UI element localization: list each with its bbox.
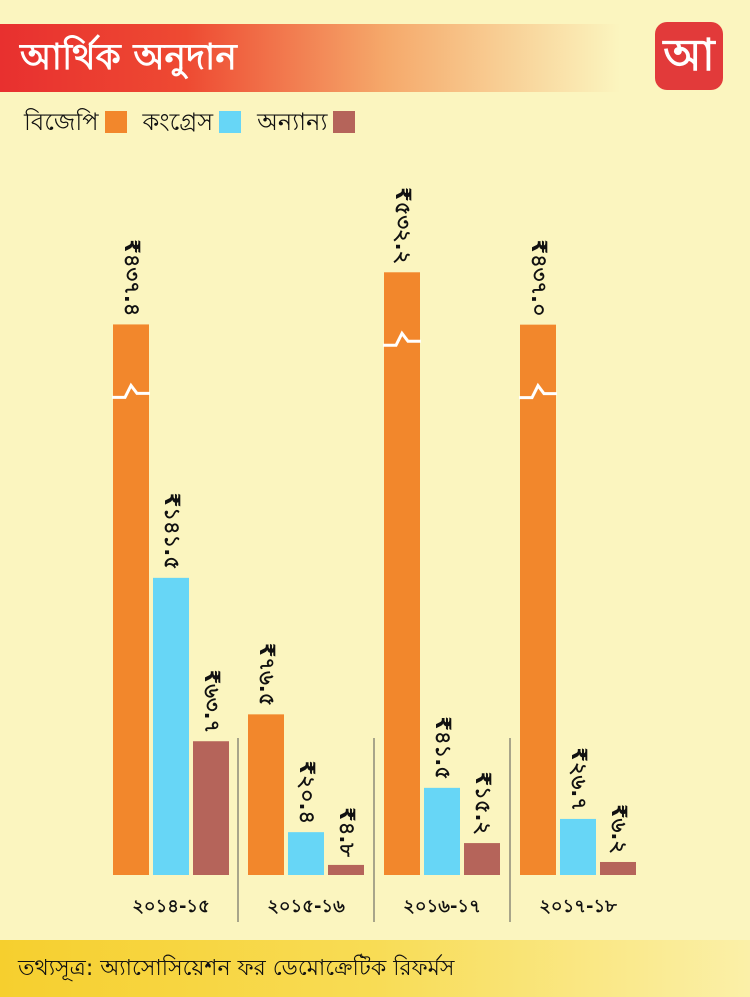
bar-congress-1 (153, 577, 189, 875)
axis-break-mark-3 (383, 330, 421, 347)
data-label-others-4: ₹৬.২ (607, 804, 631, 854)
brand-logo: আ (655, 22, 723, 90)
tick-label-1: ২০১৪-১৫ (132, 896, 210, 917)
bar-congress-3 (424, 787, 460, 875)
data-label-others-3: ₹১৫.২ (471, 772, 495, 836)
data-label-bjp-1: ₹৪৩৭.৪ (120, 239, 144, 316)
legend-label-congress: কংগ্রেস (142, 108, 214, 136)
bar-bjp-1 (113, 324, 149, 875)
data-label-others-2: ₹৪.৮ (335, 807, 359, 857)
data-label-congress-3: ₹৪১.৫ (431, 716, 455, 779)
bar-congress-2 (288, 832, 324, 875)
data-label-bjp-2: ₹৭৬.৫ (255, 643, 279, 707)
axis-break-mark-1 (112, 382, 150, 399)
data-label-bjp-4: ₹৪৩৭.০ (527, 239, 551, 316)
tick-label-3: ২০১৬-১৭ (403, 896, 481, 917)
title-banner: আর্থিক অনুদান (0, 24, 620, 92)
legend-swatch-congress (219, 111, 242, 133)
bar-others-4 (600, 861, 636, 875)
bar-others-3 (464, 843, 500, 875)
bar-congress-4 (560, 818, 596, 875)
legend-label-bjp: বিজেপি (24, 108, 99, 136)
legend-label-others: অন্যান্য (257, 108, 328, 136)
bar-others-2 (328, 864, 364, 875)
data-label-congress-2: ₹২০.৪ (295, 761, 319, 825)
bar-bjp-3 (384, 272, 420, 875)
data-label-congress-4: ₹২৬.৭ (567, 747, 591, 811)
data-label-others-1: ₹৬৩.৭ (200, 670, 224, 734)
bar-others-1 (193, 741, 229, 875)
bar-bjp-2 (248, 714, 284, 875)
source-text: তথ্যসূত্র: অ্যাসোসিয়েশন ফর ডেমোক্রেটিক … (18, 956, 455, 981)
bar-chart: ₹৪৩৭.৪ ₹১৪১.৫ ₹৬৩.৭ ২০১৪-১৫ ₹৭৬.৫ ₹২০.৪ ₹৪.৮ ২০… (112, 187, 636, 922)
tick-label-4: ২০১৭-১৮ (539, 896, 617, 917)
legend-swatch-bjp (104, 111, 127, 133)
axis-break-mark-4 (519, 382, 557, 400)
source-footer: তথ্যসূত্র: অ্যাসোসিয়েশন ফর ডেমোক্রেটিক … (0, 940, 750, 997)
chart-legend: বিজেপি কংগ্রেস অন্যান্য (24, 104, 365, 140)
legend-swatch-others (333, 111, 356, 133)
tick-label-2: ২০১৫-১৬ (267, 896, 345, 917)
bar-bjp-4 (520, 324, 556, 875)
chart-title: আর্থিক অনুদান (20, 37, 237, 78)
data-label-congress-1: ₹১৪১.৫ (160, 493, 184, 570)
data-label-bjp-3: ₹৫৩২.২ (391, 187, 415, 264)
